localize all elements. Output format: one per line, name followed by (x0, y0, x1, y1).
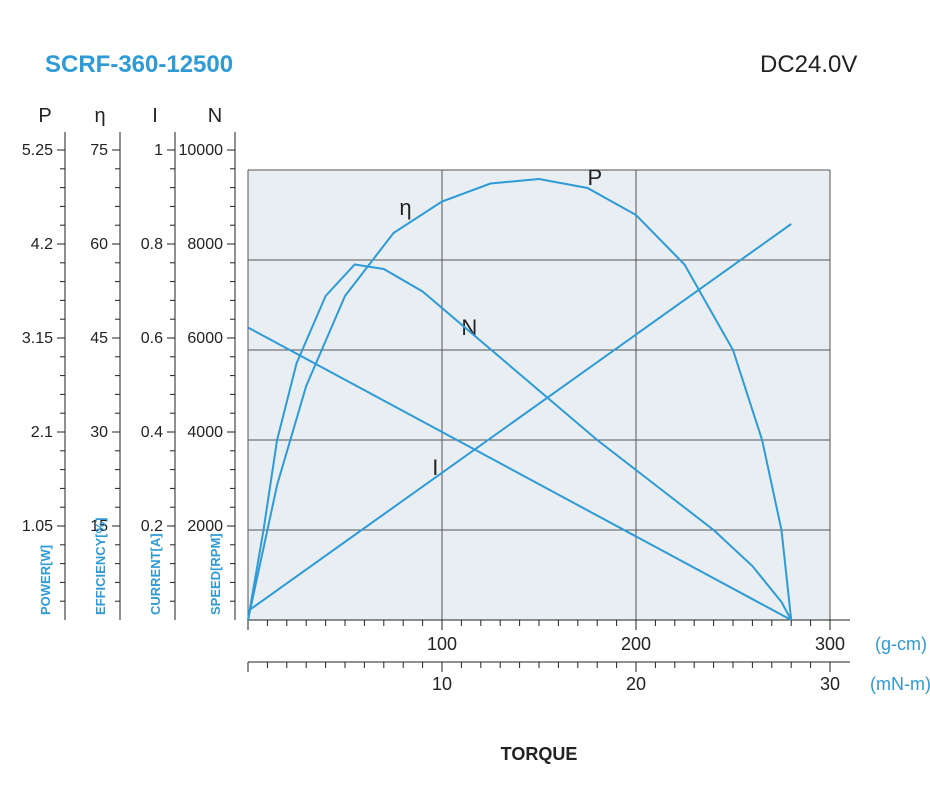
yaxis-tick-label: 1.05 (22, 518, 53, 535)
yaxis-tick-label: 30 (90, 424, 108, 441)
yaxis-tick-label: 45 (90, 330, 108, 347)
yaxis-symbol: η (94, 105, 105, 127)
yaxis-tick-label: 2.1 (31, 424, 53, 441)
yaxis-name: EFFICIENCY[%] (93, 518, 108, 616)
yaxis-tick-label: 10000 (179, 142, 224, 159)
title-right: DC24.0V (760, 51, 857, 78)
motor-curve-chart: SCRF-360-12500 DC24.0V P 1.05 2.1 3.15 4.2 5.25… (0, 0, 930, 794)
yaxis-tick-label: 4000 (187, 424, 223, 441)
xaxis-unit-mnm: (mN-m) (870, 674, 930, 694)
plot-bg (248, 170, 830, 620)
curve-label-I: I (432, 455, 438, 480)
yaxis-name: POWER[W] (38, 545, 53, 615)
yaxis-tick-label: 3.15 (22, 330, 53, 347)
yaxis-tick-label: 8000 (187, 236, 223, 253)
yaxis-tick-label: 6000 (187, 330, 223, 347)
xaxis-label-mnm: 10 (432, 674, 452, 694)
yaxis-symbol: N (208, 105, 222, 127)
yaxis-symbol: P (38, 105, 51, 127)
xaxis-label-gcm: 200 (621, 634, 651, 654)
xaxis-unit-gcm: (g-cm) (875, 634, 927, 654)
xaxis-label-mnm: 30 (820, 674, 840, 694)
title-left: SCRF-360-12500 (45, 51, 233, 78)
chart-svg: SCRF-360-12500 DC24.0V P 1.05 2.1 3.15 4.2 5.25… (0, 0, 930, 794)
yaxis-name: CURRENT[A] (148, 533, 163, 615)
yaxis-tick-label: 75 (90, 142, 108, 159)
yaxis-symbol: I (152, 105, 158, 127)
xaxis-label-gcm: 100 (427, 634, 457, 654)
xaxis-label-gcm: 300 (815, 634, 845, 654)
yaxis-tick-label: 0.2 (141, 518, 163, 535)
yaxis-tick-label: 0.8 (141, 236, 163, 253)
yaxis-tick-label: 4.2 (31, 236, 53, 253)
yaxis-tick-label: 1 (154, 142, 163, 159)
yaxis-tick-label: 5.25 (22, 142, 53, 159)
yaxis-tick-label: 0.6 (141, 330, 163, 347)
yaxis-tick-label: 0.4 (141, 424, 163, 441)
yaxis-tick-label: 60 (90, 236, 108, 253)
xaxis-label-mnm: 20 (626, 674, 646, 694)
yaxis-name: SPEED[RPM] (208, 533, 223, 615)
yaxis-tick-label: 2000 (187, 518, 223, 535)
curve-label-eta: η (399, 195, 411, 220)
torque-label: TORQUE (501, 744, 578, 764)
curve-label-P: P (588, 165, 603, 190)
